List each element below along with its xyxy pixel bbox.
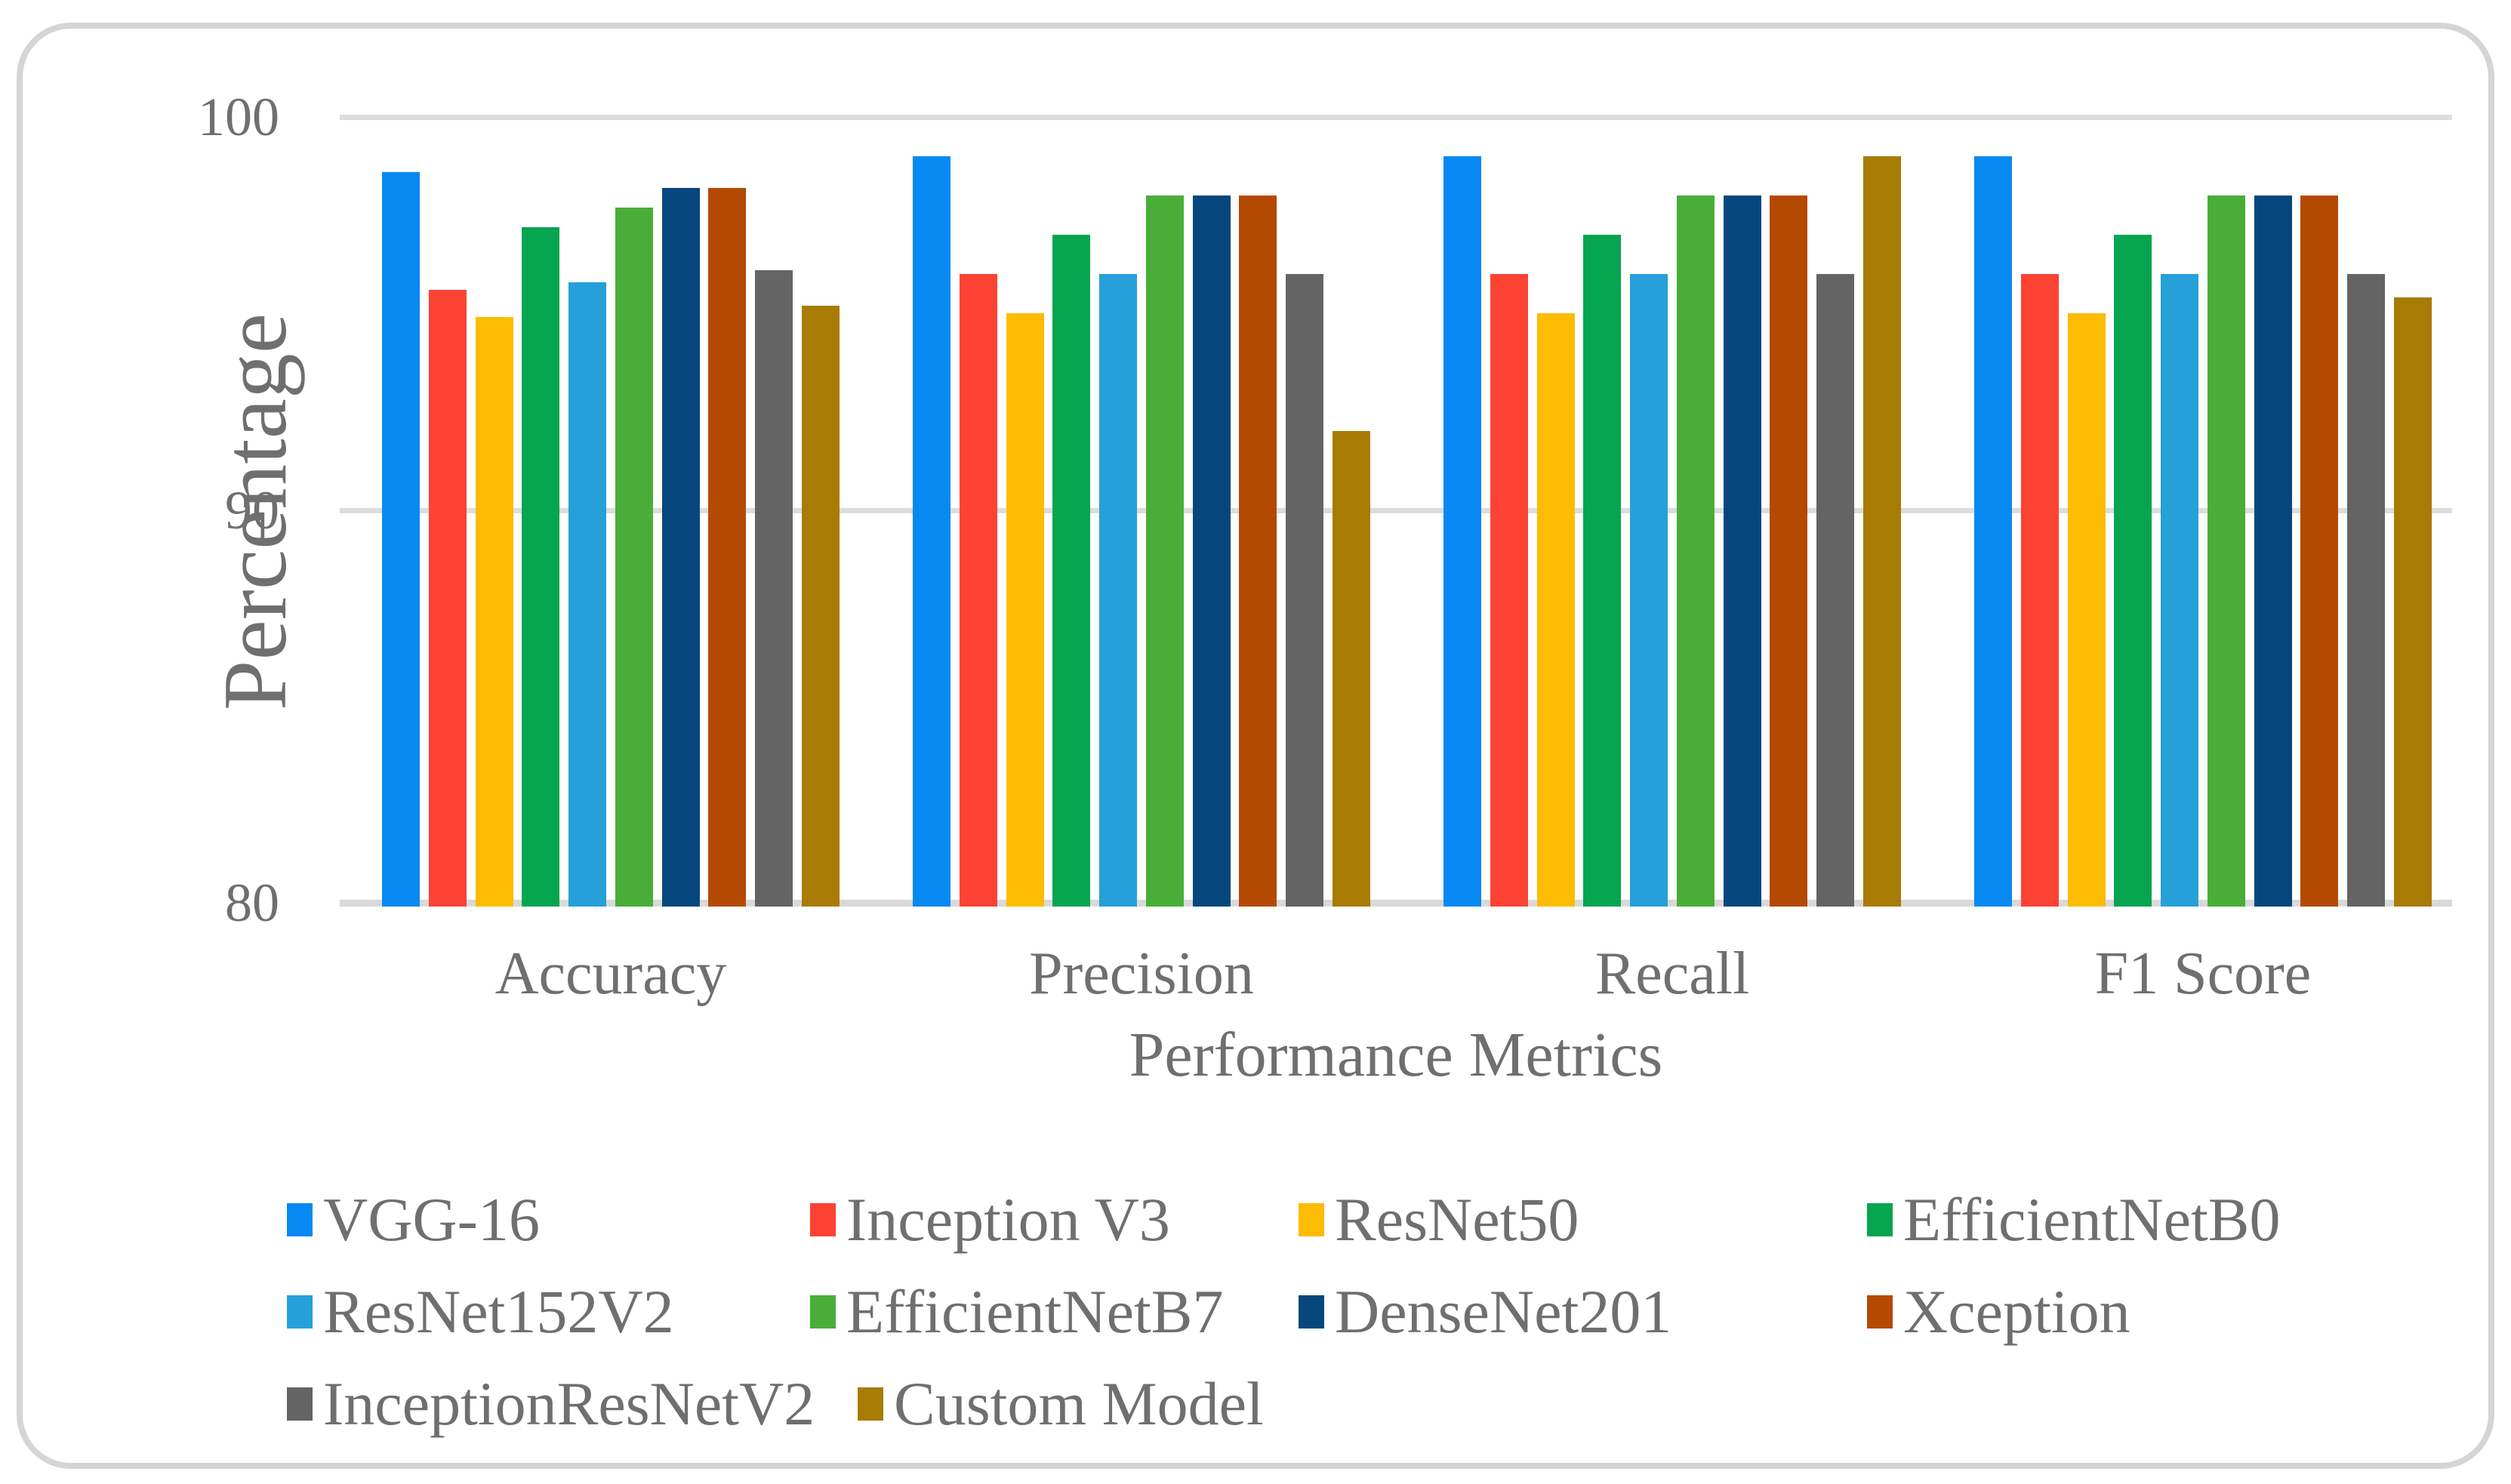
bar-precision-resnet152v2 [1099,274,1138,907]
legend-item-resnet50: ResNet50 [1299,1186,1579,1254]
bar-precision-efficientnetb0 [1052,235,1091,907]
y-tick-label-80: 80 [225,873,279,933]
x-axis-title: Performance Metrics [1129,1020,1663,1090]
legend-label: VGG-16 [323,1185,540,1254]
chart-panel: 100 90 80 Accuracy Precision Recall F1 Score P… [17,23,2494,1469]
bar-accuracy-densenet201 [661,187,700,907]
legend-item-densenet201: DenseNet201 [1299,1278,1671,1346]
bar-f1-score-resnet50 [2067,313,2106,907]
y-axis-title: Percentage [205,313,305,711]
legend-label: InceptionResNetV2 [323,1369,815,1438]
bar-recall-vgg-16 [1443,156,1482,907]
bar-f1-score-resnet152v2 [2161,274,2199,907]
legend-label: EfficientNetB7 [846,1277,1224,1346]
legend-item-inceptionresnetv2: InceptionResNetV2 [287,1370,815,1438]
bar-accuracy-custom-model [801,305,840,907]
bar-accuracy-resnet152v2 [568,282,607,907]
bar-accuracy-efficientnetb7 [615,207,653,907]
legend-item-vgg-16: VGG-16 [287,1186,540,1254]
legend-swatch-icon [1867,1295,1893,1329]
legend-swatch-icon [287,1295,313,1329]
legend-swatch-icon [810,1203,836,1236]
bar-f1-score-efficientnetb0 [2114,235,2152,907]
bar-f1-score-vgg-16 [1974,156,2013,907]
legend-label: ResNet152V2 [323,1277,674,1346]
bar-accuracy-vgg-16 [382,171,421,907]
legend-label: EfficientNetB0 [1903,1185,2281,1254]
bar-accuracy-efficientnetb0 [522,226,560,907]
bar-recall-inception-v3 [1490,274,1529,907]
legend-swatch-icon [1299,1295,1324,1329]
legend-item-efficientnetb7: EfficientNetB7 [810,1278,1223,1346]
y-gridline-90 [340,507,2452,513]
bar-recall-resnet152v2 [1630,274,1668,907]
y-gridline-100 [340,115,2452,120]
bar-precision-custom-model [1332,431,1370,907]
bar-accuracy-xception [708,187,747,907]
x-axis-label-precision: Precision [1029,941,1254,1007]
x-axis-label-accuracy: Accuracy [494,941,727,1007]
bar-accuracy-inceptionresnetv2 [754,269,793,907]
bar-precision-inception-v3 [960,274,998,907]
legend-label: Custom Model [894,1369,1264,1438]
legend-swatch-icon [287,1203,313,1236]
bar-recall-densenet201 [1723,196,1761,907]
bar-precision-efficientnetb7 [1145,196,1184,907]
bar-precision-densenet201 [1192,196,1231,907]
bar-f1-score-densenet201 [2254,196,2292,907]
legend-label: Xception [1903,1277,2130,1346]
bar-precision-inceptionresnetv2 [1285,274,1323,907]
legend-swatch-icon [1867,1203,1893,1236]
legend-item-xception: Xception [1867,1278,2130,1346]
x-axis-label-f1-score: F1 Score [2094,941,2312,1007]
legend-swatch-icon [287,1387,313,1421]
bar-f1-score-inceptionresnetv2 [2346,274,2385,907]
bar-precision-vgg-16 [913,156,951,907]
bar-f1-score-xception [2300,196,2339,907]
legend-item-custom-model: Custom Model [858,1370,1264,1438]
bar-recall-resnet50 [1536,313,1575,907]
bar-f1-score-custom-model [2393,297,2432,907]
y-tick-label-100: 100 [198,87,279,147]
legend-swatch-icon [1299,1203,1324,1236]
legend-swatch-icon [858,1387,883,1421]
legend-label: ResNet50 [1335,1185,1579,1254]
legend-item-inception-v3: Inception V3 [810,1186,1170,1254]
bar-recall-xception [1770,196,1808,907]
legend-swatch-icon [810,1295,836,1329]
bar-f1-score-efficientnetb7 [2207,196,2245,907]
bar-recall-efficientnetb7 [1676,196,1715,907]
legend-label: Inception V3 [846,1185,1170,1254]
bar-recall-custom-model [1862,156,1901,907]
bar-accuracy-resnet50 [475,317,513,907]
bar-precision-xception [1239,196,1277,907]
x-axis-label-recall: Recall [1594,941,1750,1007]
legend-label: DenseNet201 [1335,1277,1672,1346]
legend-item-resnet152v2: ResNet152V2 [287,1278,674,1346]
y-gridline-80 [340,900,2452,907]
bar-precision-resnet50 [1006,313,1044,907]
bar-recall-efficientnetb0 [1583,235,1622,907]
bar-accuracy-inception-v3 [429,290,467,907]
legend-item-efficientnetb0: EfficientNetB0 [1867,1186,2280,1254]
bar-f1-score-inception-v3 [2021,274,2060,907]
y-tick-label-90: 90 [225,479,279,540]
bar-recall-inceptionresnetv2 [1816,274,1854,907]
